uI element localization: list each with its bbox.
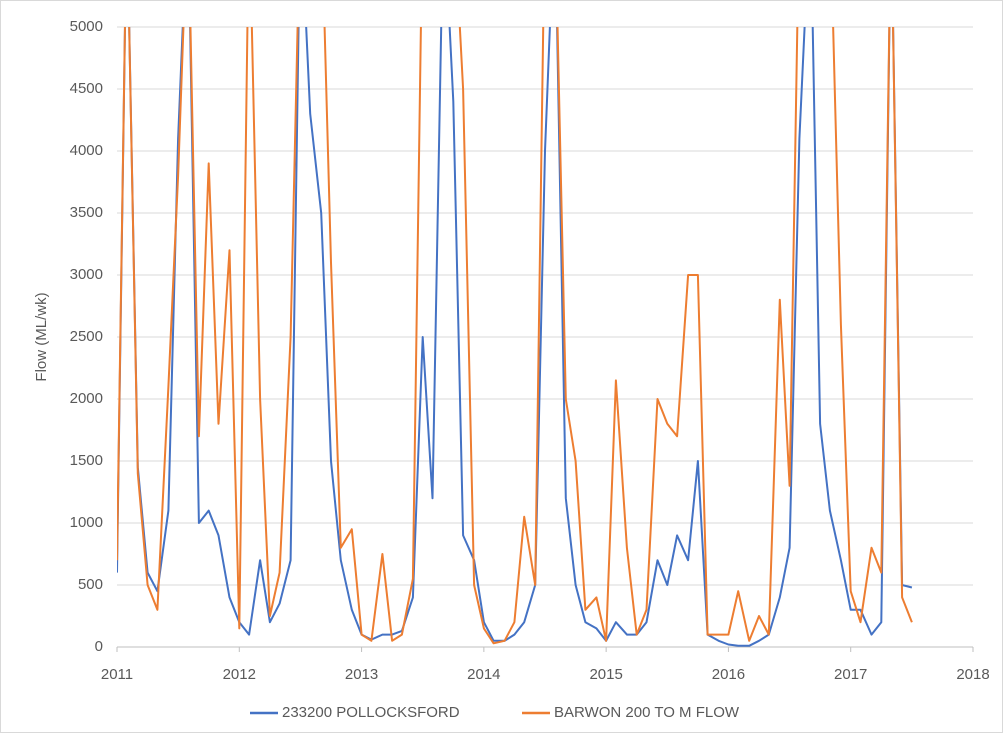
y-tick-label: 500 <box>78 576 103 593</box>
labels: 0 500 1000 1500 2000 2500 3000 3500 4000 4500 5000… <box>70 18 990 721</box>
y-tick-label: 4500 <box>70 80 103 97</box>
x-tick-label: 2016 <box>712 666 745 683</box>
legend-label: 233200 POLLOCKSFORD <box>282 704 460 721</box>
x-tick-label: 2012 <box>223 666 256 683</box>
y-axis-label: Flow (ML/wk) <box>33 292 50 381</box>
x-tick-label: 2015 <box>589 666 622 683</box>
series-line <box>117 27 913 645</box>
y-tick-label: 5000 <box>70 18 103 35</box>
x-tick-label: 2013 <box>345 666 378 683</box>
x-tick-label: 2017 <box>834 666 867 683</box>
y-tick-label: 2000 <box>70 390 103 407</box>
y-tick-label: 0 <box>95 638 103 655</box>
y-tick-label: 3500 <box>70 204 103 221</box>
series-line <box>117 27 913 647</box>
y-tick-label: 1000 <box>70 514 103 531</box>
x-tick-label: 2011 <box>101 666 133 683</box>
y-tick-label: 4000 <box>70 142 103 159</box>
plot-area <box>117 27 913 647</box>
x-tick-label: 2014 <box>467 666 500 683</box>
y-tick-label: 3000 <box>70 266 103 283</box>
y-tick-label: 1500 <box>70 452 103 469</box>
legend-label: BARWON 200 TO M FLOW <box>554 704 740 721</box>
x-tick-label: 2018 <box>956 666 989 683</box>
y-tick-label: 2500 <box>70 328 103 345</box>
